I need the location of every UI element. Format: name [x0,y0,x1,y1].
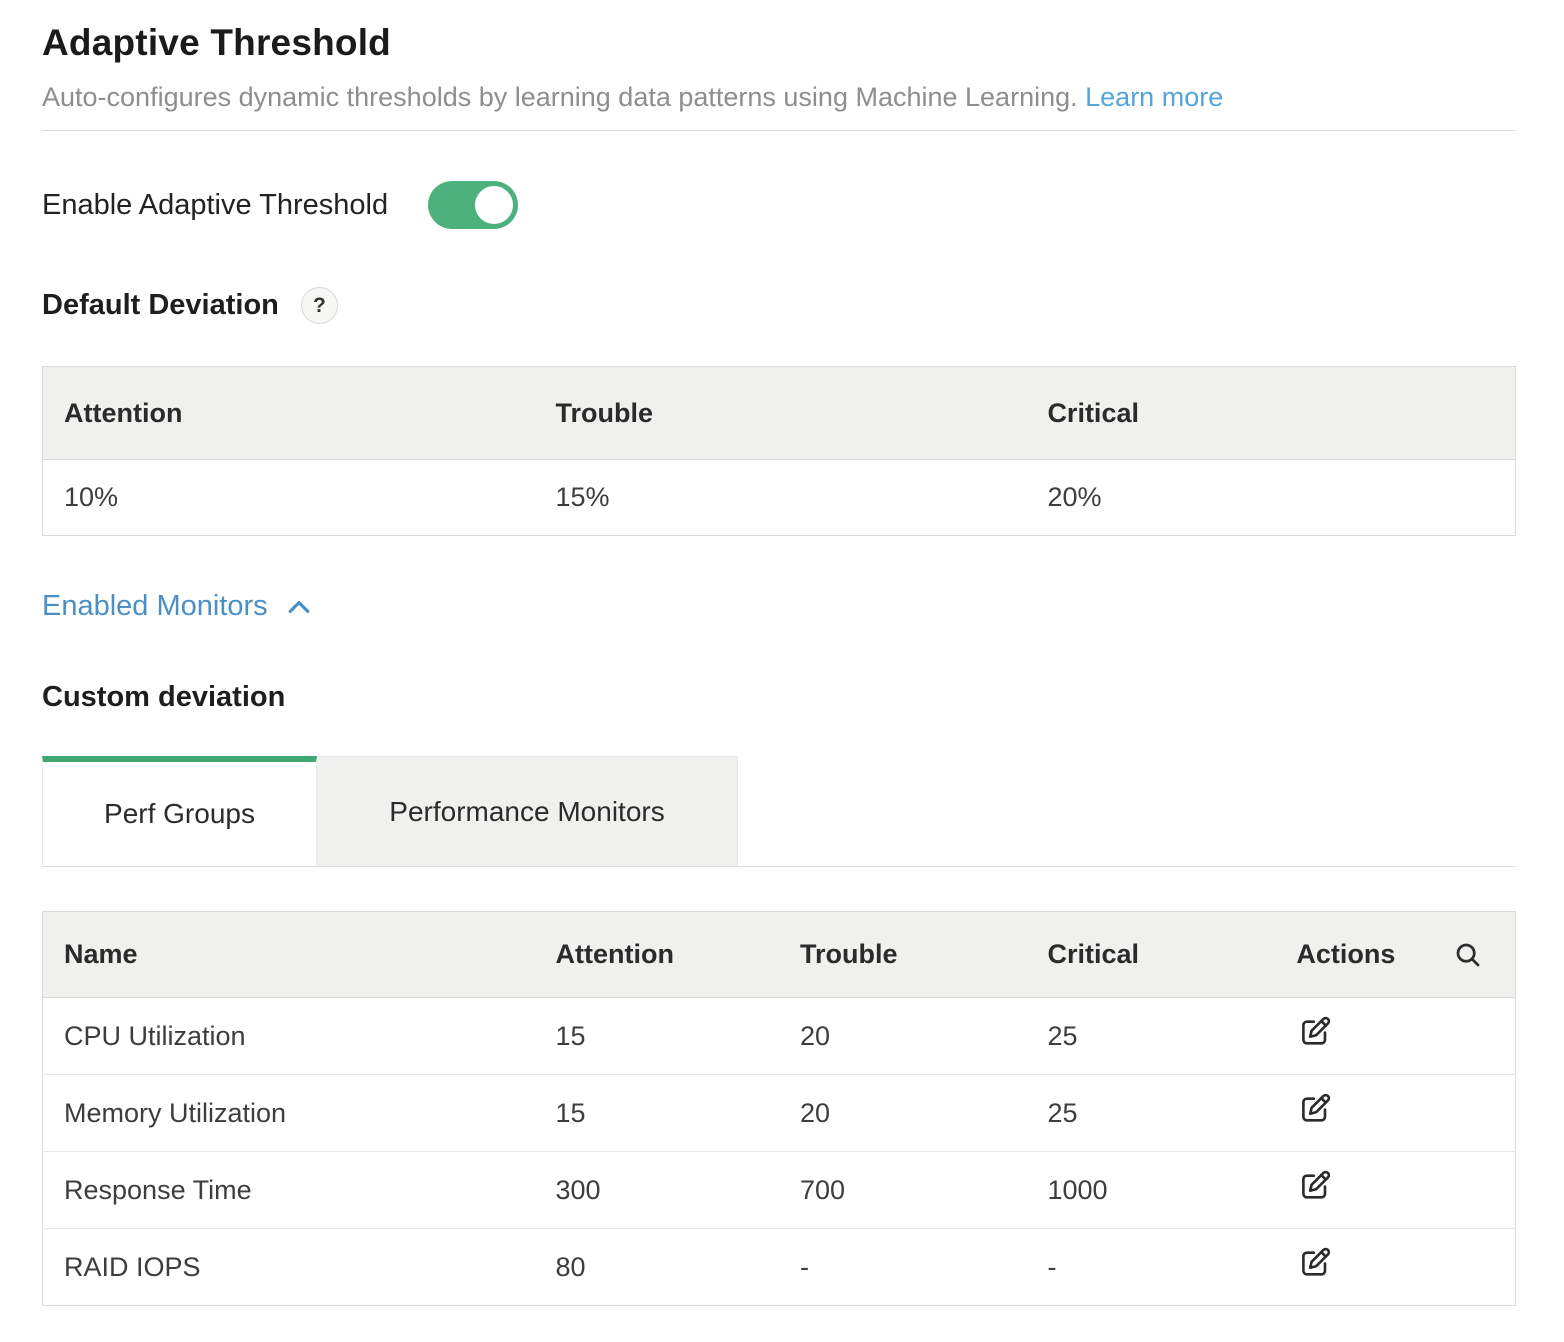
header-cell-attention: Attention [534,911,779,998]
cell-trouble: 20 [779,997,1027,1075]
table-row: 10% 15% 20% [43,460,1516,536]
table-header-row: Name Attention Trouble Critical Actions [42,911,1516,998]
cell-critical-value: 20% [1047,482,1102,512]
header-cell-trouble: Trouble [534,366,1027,460]
table-row-memory-utilization: Memory Utilization 15 20 25 [42,1074,1516,1152]
tab-perf-groups-label: Perf Groups [104,797,255,829]
table-row-raid-iops: RAID IOPS 80 - - [43,1229,1516,1306]
edit-icon [1296,1091,1333,1131]
cell-trouble-value: 15% [555,482,610,512]
cell-name: RAID IOPS [64,1251,201,1282]
cell-attention: 15 [534,1074,779,1152]
toggle-knob [471,182,518,228]
cell-critical: 1000 [1026,1151,1276,1229]
cell-name: CPU Utilization [42,997,535,1075]
default-deviation-label: Default Deviation [42,289,279,321]
chevron-up-icon [284,592,314,622]
default-deviation-table: Attention Trouble Critical 10% 15% 20% [42,366,1516,536]
header-actions-label: Actions [1296,939,1396,969]
edit-icon [1296,1168,1333,1208]
header-cell-critical: Critical [1026,366,1516,460]
cell-name: Memory Utilization [42,1074,535,1152]
header-cell-trouble: Trouble [779,911,1027,998]
page-title: Adaptive Threshold [42,22,391,63]
cell-actions [1275,1074,1516,1152]
edit-button[interactable] [1296,1168,1333,1208]
enable-toggle-switch[interactable] [428,181,519,229]
tab-performance-monitors-label: Performance Monitors [389,795,665,827]
page-subtitle: Auto-configures dynamic thresholds by le… [42,82,1516,113]
perf-groups-table: Name Attention Trouble Critical Actions [42,911,1516,1306]
cell-name: Response Time [42,1151,535,1229]
enable-toggle-label: Enable Adaptive Threshold [42,188,389,221]
table-row-cpu-utilization: CPU Utilization 15 20 25 [42,997,1516,1075]
enable-toggle-row: Enable Adaptive Threshold [42,181,1516,229]
enabled-monitors-label: Enabled Monitors [42,590,268,622]
cell-trouble: 700 [779,1151,1027,1229]
header-cell-critical: Critical [1026,911,1276,998]
cell-actions [1275,997,1516,1075]
cell-attention: 300 [534,1151,779,1229]
tab-perf-groups[interactable]: Perf Groups [42,756,317,866]
cell-attention: 15 [534,997,779,1075]
header-cell-attention: Attention [42,366,535,460]
custom-deviation-tabs: Perf Groups Performance Monitors [42,756,1516,867]
enabled-monitors-link[interactable]: Enabled Monitors [42,590,314,623]
page-subtitle-text: Auto-configures dynamic thresholds by le… [42,82,1078,112]
cell-attention-value: 10% [64,482,119,512]
table-row-response-time: Response Time 300 700 1000 [42,1151,1516,1229]
cell-trouble: - [800,1251,809,1282]
cell-trouble: 20 [779,1074,1027,1152]
edit-button[interactable] [1296,1014,1333,1054]
edit-button[interactable] [1296,1245,1333,1285]
edit-icon [1296,1245,1333,1285]
header-cell-actions: Actions [1275,911,1516,998]
cell-attention: 80 [555,1251,586,1282]
table-header-row: Attention Trouble Critical [42,366,1516,460]
cell-actions [1275,1151,1516,1229]
help-icon[interactable]: ? [300,287,338,324]
cell-critical: - [1047,1251,1057,1282]
edit-button[interactable] [1296,1091,1333,1131]
edit-icon [1296,1014,1333,1054]
custom-deviation-label: Custom deviation [42,681,286,713]
default-deviation-header: Default Deviation ? [42,287,1516,324]
cell-critical: 25 [1026,1074,1276,1152]
custom-deviation-header: Custom deviation [42,681,1516,714]
cell-critical: 25 [1026,997,1276,1075]
cell-actions [1275,1229,1515,1306]
search-icon[interactable] [1453,940,1483,970]
header-divider [42,130,1516,131]
tab-performance-monitors[interactable]: Performance Monitors [317,756,738,866]
header-cell-name: Name [42,911,535,998]
learn-more-link[interactable]: Learn more [1085,82,1224,112]
